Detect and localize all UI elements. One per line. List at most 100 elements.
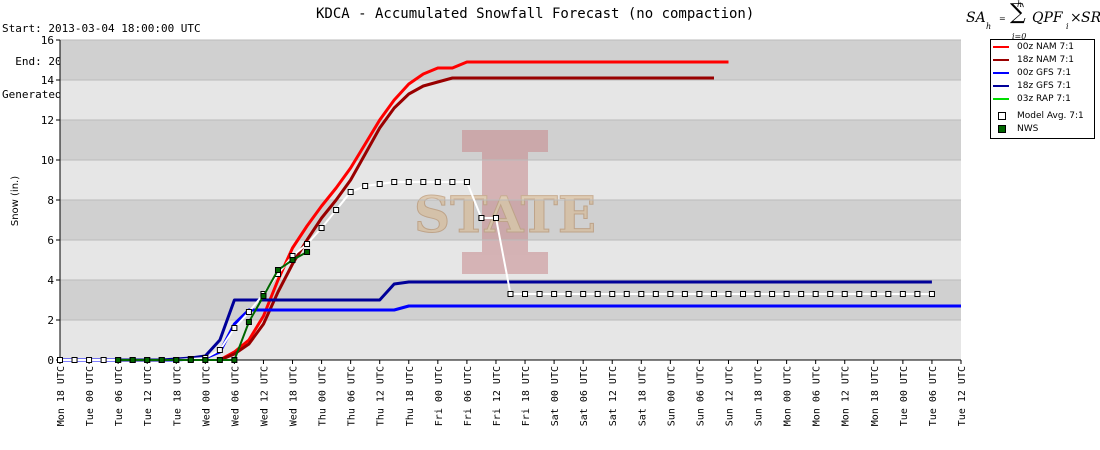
series-line: [118, 280, 932, 362]
model-avg-point: [740, 291, 747, 297]
legend-swatch: [993, 71, 1009, 74]
legend-label: 00z NAM 7:1: [1017, 42, 1075, 52]
x-tick-label: Sun 12 UTC: [724, 366, 735, 426]
model-avg-point: [827, 291, 834, 297]
nws-point: [274, 267, 281, 273]
nws-point: [260, 293, 267, 299]
x-tick-label: Thu 18 UTC: [405, 366, 416, 426]
model-avg-point: [725, 291, 732, 297]
model-avg-point: [783, 291, 790, 297]
model-avg-point: [478, 215, 485, 221]
model-avg-point: [681, 291, 688, 297]
x-tick-label: Wed 00 UTC: [201, 366, 212, 426]
legend-label: NWS: [1017, 124, 1039, 134]
model-avg-point: [333, 207, 340, 213]
formula-sr: SR: [1081, 10, 1100, 26]
model-avg-point: [914, 291, 921, 297]
model-avg-point: [667, 291, 674, 297]
model-avg-point: [885, 291, 892, 297]
x-tick-label: Mon 00 UTC: [783, 366, 794, 426]
series-line: [219, 60, 729, 362]
model-avg-point: [522, 291, 529, 297]
watermark-i-shape: [462, 130, 548, 274]
nws-point: [289, 257, 296, 263]
legend-swatch: [998, 111, 1006, 120]
x-tick-label: Tue 06 UTC: [114, 366, 125, 426]
legend-item: 00z NAM 7:1: [993, 41, 1074, 53]
nws-point: [129, 357, 136, 363]
model-avg-point: [376, 181, 383, 187]
model-avg-point: [565, 291, 572, 297]
series-layer: [57, 60, 961, 363]
legend-label: Model Avg. 7:1: [1017, 111, 1084, 121]
nws-point: [173, 357, 180, 363]
legend-item: 00z GFS 7:1: [993, 67, 1071, 79]
x-tick-label: Mon 18 UTC: [56, 366, 67, 426]
y-tick-label: 12: [41, 114, 54, 127]
x-tick-label: Tue 00 UTC: [85, 366, 96, 426]
formula-equals: =: [999, 14, 1006, 23]
y-tick-label: 10: [41, 154, 54, 167]
model-avg-point: [100, 357, 107, 363]
model-avg-point: [362, 183, 369, 189]
model-avg-point: [318, 225, 325, 231]
model-avg-point: [856, 291, 863, 297]
legend-item: NWS: [993, 123, 1038, 135]
x-tick-label: Fri 06 UTC: [463, 366, 474, 426]
model-avg-point: [798, 291, 805, 297]
model-avg-point: [899, 291, 906, 297]
model-avg-point: [231, 325, 238, 331]
x-tick-label: Sat 00 UTC: [550, 366, 561, 426]
model-avg-point: [86, 357, 93, 363]
formula-sum-bottom: i=0: [1012, 32, 1027, 41]
isu-watermark: STATE: [414, 130, 596, 274]
nws-point: [158, 357, 165, 363]
formula-sum-top: h: [1017, 0, 1023, 9]
y-axis-label: Snow (in.): [10, 176, 21, 226]
nws-point: [216, 357, 223, 363]
y-tick-label: 14: [41, 74, 55, 87]
x-tick-label: Tue 06 UTC: [928, 366, 939, 426]
start-time: Start: 2013-03-04 18:00:00 UTC: [2, 22, 201, 35]
x-tick-label: Sat 06 UTC: [579, 366, 590, 426]
nws-point: [202, 357, 209, 363]
legend-label: 18z NAM 7:1: [1017, 55, 1075, 65]
x-tick-label: Tue 12 UTC: [143, 366, 154, 426]
legend-label: 03z RAP 7:1: [1017, 94, 1071, 104]
model-avg-point: [623, 291, 630, 297]
x-tick-label: Mon 06 UTC: [812, 366, 823, 426]
model-avg-point: [870, 291, 877, 297]
axes: 0 2 4 6 8 10 12 14 16 Mon 18 UTC Tue 00 UTC Tue 06 …: [41, 34, 968, 426]
model-avg-point: [710, 291, 717, 297]
x-tick-label: Sun 18 UTC: [754, 366, 765, 426]
legend: 00z NAM 7:1 18z NAM 7:1 00z GFS 7:1 18z GFS…: [990, 39, 1095, 139]
legend-swatch: [993, 84, 1009, 87]
nws-point: [144, 357, 151, 363]
legend-swatch: [993, 97, 1009, 100]
model-avg-point: [434, 179, 441, 185]
legend-item: 18z GFS 7:1: [993, 80, 1071, 92]
nws-point: [187, 357, 194, 363]
x-tick-label: Thu 00 UTC: [318, 366, 329, 426]
x-tick-label: Mon 18 UTC: [870, 366, 881, 426]
y-tick-label: 4: [47, 274, 54, 287]
watermark-state-text: STATE: [414, 185, 596, 244]
nws-point: [231, 357, 238, 363]
formula-qpf-sub: i: [1066, 22, 1069, 31]
legend-label: 00z GFS 7:1: [1017, 68, 1072, 78]
legend-swatch: [998, 124, 1006, 133]
legend-item: Model Avg. 7:1: [993, 110, 1084, 122]
model-avg-point: [216, 347, 223, 353]
y-tick-label: 16: [41, 34, 54, 47]
model-avg-point: [812, 291, 819, 297]
nws-point: [304, 249, 311, 255]
formula-lhs: SA: [966, 10, 986, 26]
x-tick-label: Fri 00 UTC: [434, 366, 445, 426]
legend-item: 18z NAM 7:1: [993, 54, 1074, 66]
formula-lhs-sub: h: [986, 22, 992, 31]
y-tick-label: 8: [47, 194, 54, 207]
x-tick-label: Sat 18 UTC: [637, 366, 648, 426]
y-tick-label: 0: [47, 354, 54, 367]
x-tick-label: Thu 12 UTC: [376, 366, 387, 426]
x-tick-label: Fri 18 UTC: [521, 366, 532, 426]
